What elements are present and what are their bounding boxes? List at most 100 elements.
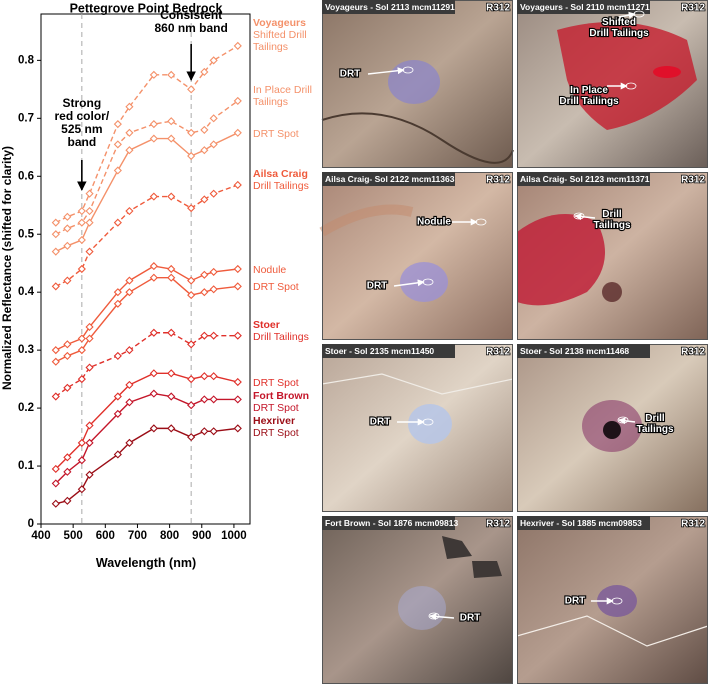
target-outline: [422, 278, 434, 286]
panel-title: Stoer - Sol 2138 mcm11468: [520, 346, 629, 356]
data-point: [63, 351, 72, 361]
data-point: [167, 192, 176, 201]
rock-crack: [321, 112, 514, 164]
panel-title: Hexriver - Sol 1885 mcm09853: [520, 518, 642, 528]
series-name: Nodule: [253, 264, 287, 276]
y-tick-label: 0.7: [18, 112, 34, 124]
data-point: [167, 117, 176, 126]
data-point: [200, 146, 209, 155]
panel-title-bar: [322, 172, 455, 186]
data-point: [113, 140, 122, 149]
data-point: [77, 235, 86, 245]
site-label: Fort Brown: [253, 390, 309, 402]
data-point: [85, 247, 94, 256]
x-tick-label: 1000: [221, 530, 247, 542]
data-point: [77, 438, 86, 447]
panel-arrow: [393, 279, 425, 287]
panel-title: Voyageurs - Sol 2113 mcm11291: [325, 2, 455, 12]
series-label: Hexriver DRT Spot: [253, 415, 319, 439]
plot-frame: [40, 13, 251, 525]
data-point: [209, 267, 218, 276]
panel-arrow: [618, 417, 636, 425]
data-point: [51, 346, 60, 355]
data-point: [85, 218, 94, 227]
data-point: [125, 102, 134, 111]
data-point: [233, 331, 242, 340]
red-tailings: [557, 22, 697, 130]
data-point: [200, 395, 209, 404]
panel-filter: R312: [681, 519, 705, 530]
data-point: [63, 496, 72, 505]
series-label: Fort Brown DRT Spot: [253, 390, 319, 414]
series-name: Drill Tailings: [253, 179, 309, 192]
data-point: [113, 166, 122, 175]
series-name: In Place Drill Tailings: [253, 83, 312, 108]
data-point: [85, 322, 94, 332]
chart-title: Pettegrove Point Bedrock: [70, 1, 223, 15]
panel-label: Drill: [645, 413, 665, 424]
panel-title: Fort Brown - Sol 1876 mcm09813: [325, 518, 458, 528]
photo: [322, 172, 513, 340]
panel-label: DRT: [565, 596, 586, 607]
panel-title-bar: [517, 344, 650, 358]
y-tick-label: 0.1: [18, 460, 35, 472]
y-tick-label: 0.4: [18, 286, 35, 298]
photo-panel: Voyageurs - Sol 2110 mcm11271 R312 Shifted…: [517, 0, 708, 168]
data-point: [167, 328, 176, 337]
data-point: [125, 276, 134, 285]
y-tick-label: 0.5: [18, 228, 35, 240]
data-point: [200, 288, 209, 297]
data-point: [77, 375, 86, 384]
data-point: [149, 262, 158, 271]
series-name: DRT Spot: [253, 402, 299, 414]
panel-arrow: [618, 11, 636, 19]
panel-title: Voyageurs - Sol 2110 mcm11271: [520, 2, 650, 12]
x-tick-label: 800: [160, 530, 179, 542]
series-name: Shifted Drill Tailings: [253, 28, 307, 53]
target-outline: [573, 212, 585, 220]
y-tick-label: 0.6: [18, 170, 34, 182]
drt-spot: [408, 404, 452, 444]
data-point: [85, 363, 94, 372]
series-label: In Place Drill Tailings: [253, 84, 319, 108]
data-point: [149, 369, 158, 378]
panel-label: Shifted: [602, 17, 636, 28]
data-point: [77, 346, 86, 355]
drill-hole: [602, 282, 622, 302]
data-point: [125, 346, 134, 355]
panel-label: Drill Tailings: [589, 28, 649, 39]
data-point: [233, 395, 242, 404]
data-point: [200, 195, 209, 204]
data-point: [200, 270, 209, 279]
data-point: [233, 41, 242, 50]
panel-title-bar: [517, 516, 650, 530]
data-point: [125, 206, 134, 216]
data-point: [125, 146, 134, 155]
data-point: [77, 206, 86, 216]
panel-label: Tailings: [593, 220, 630, 231]
target-outline: [475, 218, 487, 226]
x-axis-label: Wavelength (nm): [96, 556, 196, 570]
data-point: [187, 375, 196, 384]
photo-panel: Stoer - Sol 2138 mcm11468 R312 DrillTailin…: [517, 344, 708, 512]
panel-title: Ailsa Craig- Sol 2122 mcm11363: [325, 174, 455, 184]
data-point: [51, 218, 60, 227]
data-point: [77, 264, 86, 274]
site-label: Ailsa Craig: [253, 167, 308, 180]
series-label: DRT Spot: [253, 281, 319, 293]
data-point: [187, 340, 196, 349]
data-point: [125, 438, 134, 447]
data-point: [209, 427, 218, 436]
target-outline: [617, 416, 629, 424]
data-point: [77, 218, 86, 227]
data-point: [149, 273, 158, 282]
data-point: [209, 114, 218, 123]
data-point: [167, 264, 176, 274]
data-point: [187, 276, 196, 285]
data-point: [149, 424, 158, 433]
y-tick-label: 0.3: [18, 344, 34, 356]
data-point: [85, 438, 94, 447]
data-point: [113, 218, 122, 227]
data-point: [167, 70, 176, 79]
